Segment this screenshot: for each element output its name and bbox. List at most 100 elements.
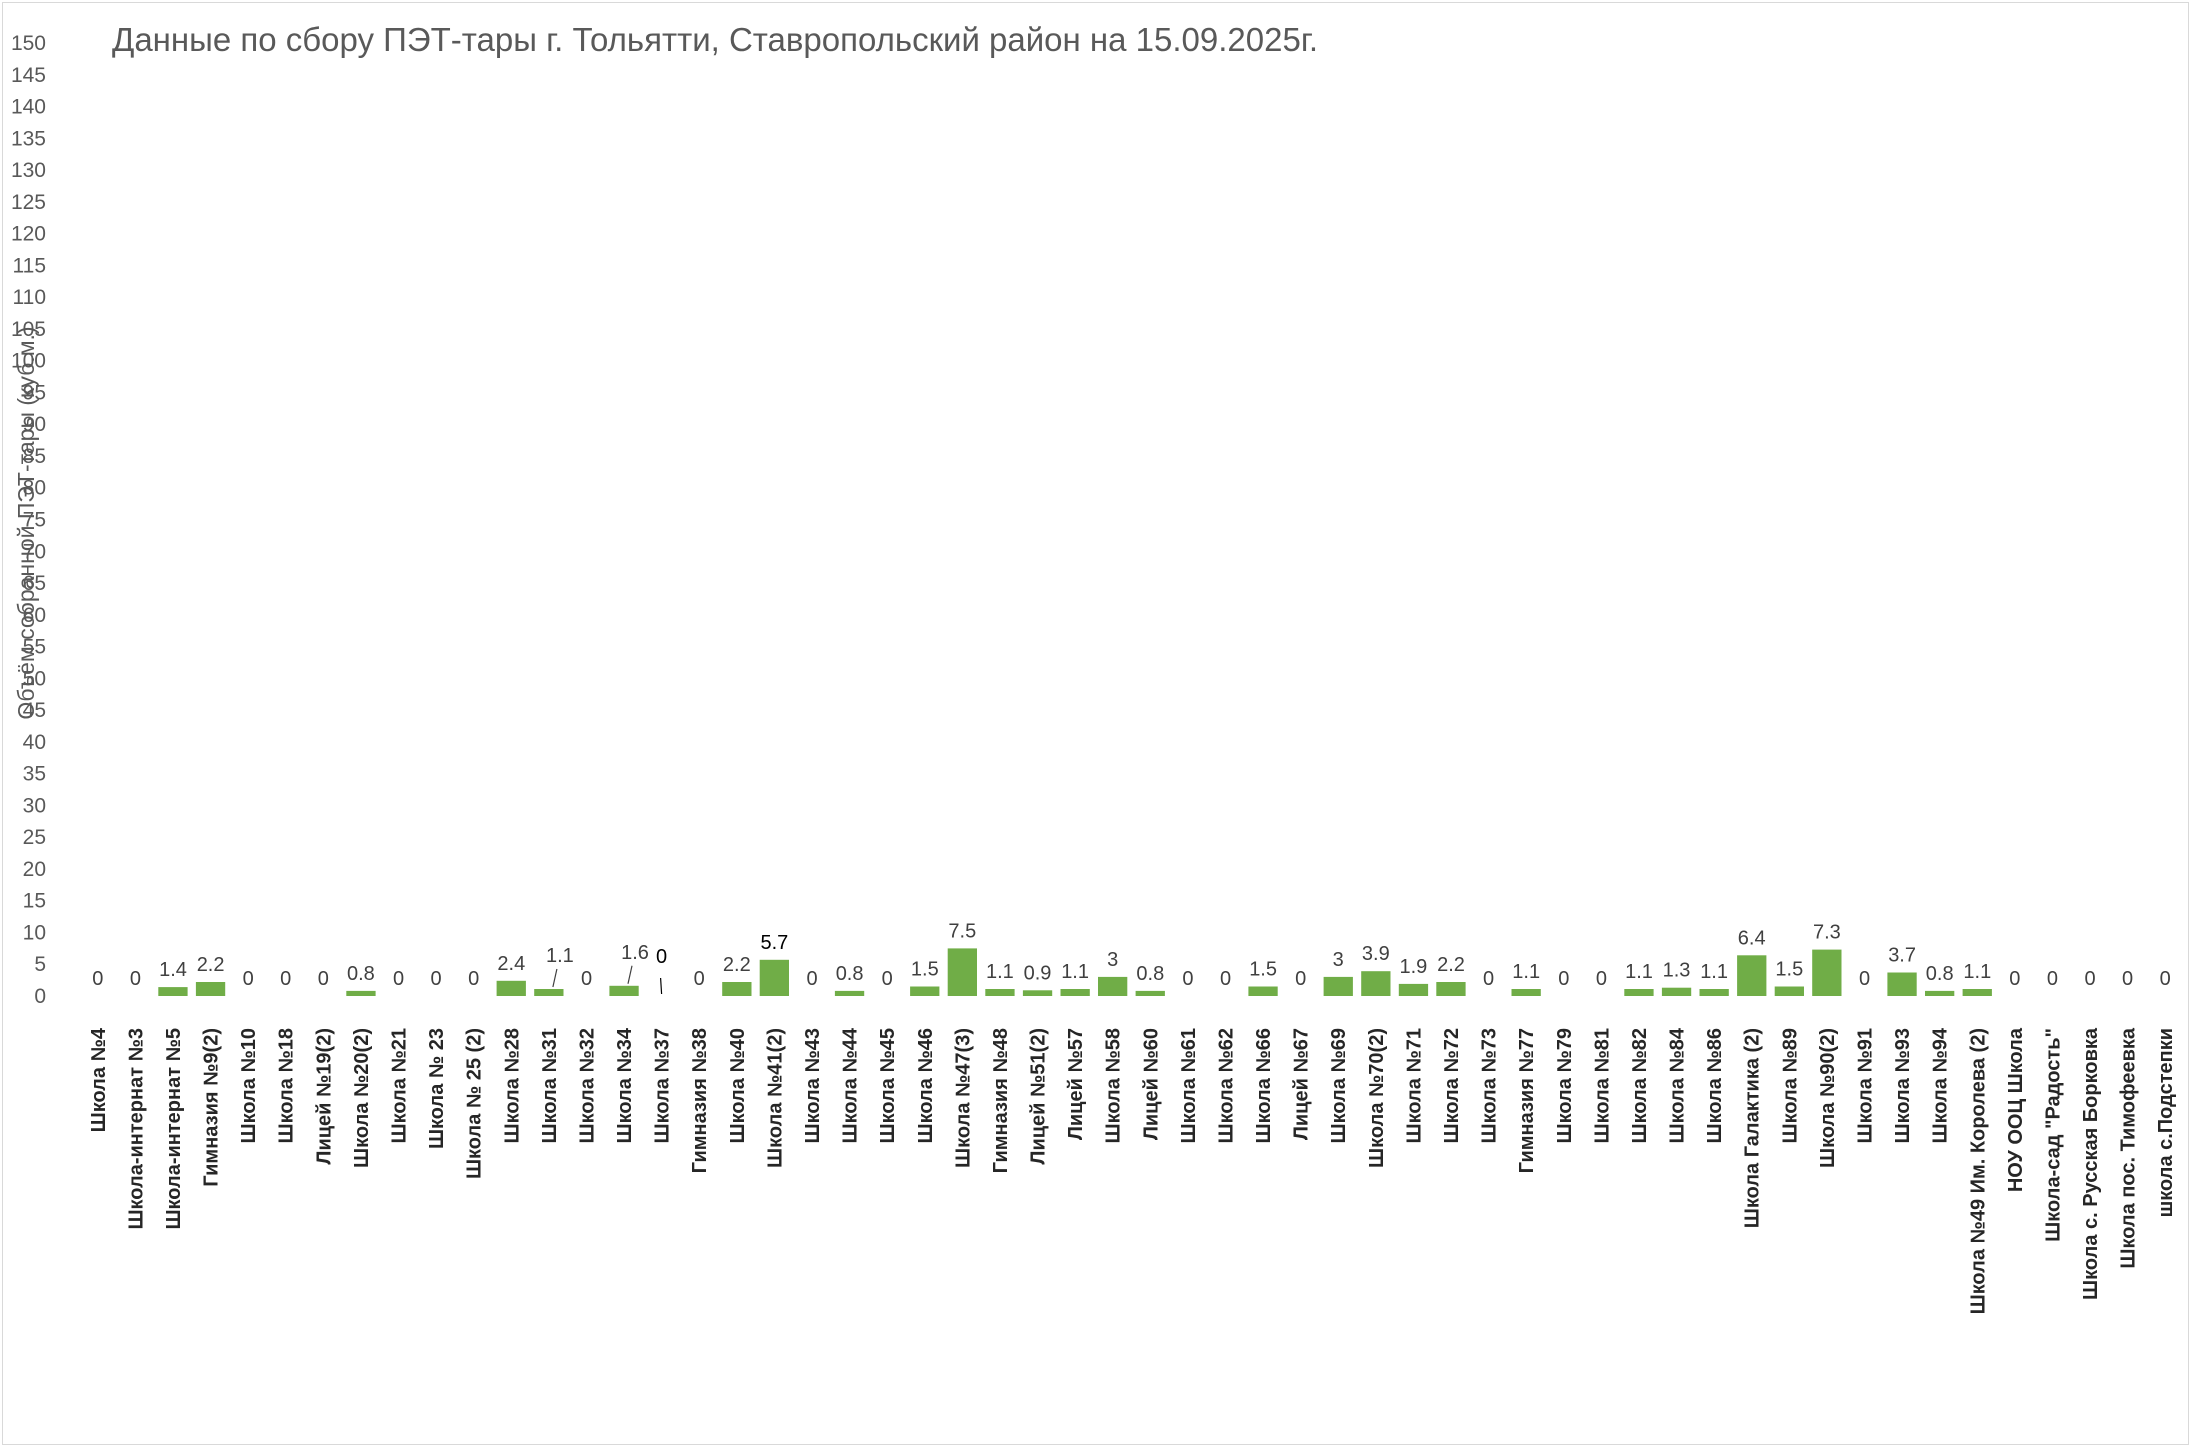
bar	[496, 980, 526, 996]
data-label: 1.1	[986, 961, 1014, 983]
x-category-label: Школа №94	[1930, 1027, 1952, 1143]
y-tick-label: 115	[13, 254, 46, 277]
x-category-label: Школа №72	[1441, 1028, 1463, 1144]
data-label: 0	[1220, 968, 1231, 990]
bar	[947, 948, 977, 996]
x-category-label: Школа №20(2)	[351, 1028, 373, 1168]
bar	[1925, 990, 1955, 996]
x-category-label: Школа №70(2)	[1366, 1028, 1388, 1168]
x-category-label: Школа №81	[1591, 1028, 1613, 1144]
y-axis-ticks: 0 5 10 15 20 25 30 35 40 45 50 55 60 65 70 75 80 85 90 95 10…	[11, 32, 46, 1008]
data-label: 0	[92, 968, 103, 990]
data-labels-group: 0 0 1.4 2.2 0 0 0 0.8 0 0 0 2.4 1.1 0 1.6 0 0 2.2 5.7 0 0.8 0…	[92, 920, 2171, 990]
bar	[195, 982, 226, 996]
x-category-label: Школа №82	[1629, 1028, 1651, 1144]
data-label: 2.2	[1437, 954, 1465, 976]
x-category-label: Лицей №57	[1065, 1028, 1087, 1140]
bar	[1248, 986, 1278, 996]
data-label: 0	[2122, 968, 2133, 990]
data-label: 3.7	[1888, 945, 1916, 967]
leader-line	[627, 965, 633, 984]
y-tick-label: 100	[11, 350, 46, 373]
y-tick-label: 135	[11, 127, 46, 150]
data-label: 1.6	[621, 942, 649, 964]
y-tick-label: 0	[34, 985, 46, 1008]
x-category-label: Школа №41(2)	[764, 1028, 786, 1168]
x-category-label: Гимназия №38	[689, 1028, 711, 1173]
data-label: 0	[431, 968, 442, 990]
x-category-label: Школа №71	[1403, 1028, 1425, 1144]
data-label: 3.9	[1362, 943, 1390, 965]
bar	[1022, 990, 1053, 996]
leader-line	[552, 968, 558, 988]
x-category-label: Лицей №51(2)	[1028, 1028, 1050, 1165]
bar	[910, 986, 940, 996]
y-tick-label: 145	[11, 64, 46, 87]
x-category-label: Школа №73	[1479, 1028, 1501, 1144]
x-category-label: Школа с. Русская Борковка	[2080, 1027, 2102, 1300]
y-tick-label: 125	[11, 191, 46, 214]
bar	[346, 990, 376, 996]
leader-line	[660, 977, 663, 995]
data-label: 2.2	[197, 954, 225, 976]
bar	[1812, 949, 1842, 996]
bar-chart: Данные по сбору ПЭТ-тары г. Тольятти, Ст…	[11, 21, 2177, 1314]
y-tick-label: 50	[23, 667, 46, 690]
x-category-label: Школа №28	[501, 1028, 523, 1144]
bar	[759, 959, 789, 996]
data-label: 7.3	[1813, 922, 1841, 944]
y-tick-label: 75	[23, 509, 46, 532]
x-category-label: Гимназия №9(2)	[201, 1028, 223, 1187]
x-category-label: школа с.Подстепки	[2155, 1028, 2177, 1217]
data-label: 1.9	[1399, 956, 1427, 978]
data-label: 0	[1483, 968, 1494, 990]
x-category-label: Гимназия №77	[1516, 1028, 1538, 1173]
bar	[985, 989, 1015, 996]
data-label: 6.4	[1738, 927, 1766, 949]
bar	[609, 985, 639, 996]
x-category-label: Школа №34	[614, 1027, 636, 1143]
data-label: 0	[130, 968, 141, 990]
x-category-label: Школа №43	[802, 1028, 824, 1144]
y-tick-label: 60	[23, 604, 46, 627]
x-category-label: Школа №89	[1779, 1028, 1801, 1144]
x-category-label: Школа № 25 (2)	[464, 1028, 486, 1179]
x-category-label: Школа-интернат №3	[125, 1028, 147, 1230]
x-category-label: Школа №66	[1253, 1028, 1275, 1144]
data-label: 0	[2047, 968, 2058, 990]
x-category-label: Школа №69	[1328, 1028, 1350, 1144]
data-label: 0	[280, 968, 291, 990]
data-label: 3	[1107, 949, 1118, 971]
y-tick-label: 140	[11, 96, 46, 119]
y-tick-label: 35	[23, 763, 46, 786]
data-label: 0	[656, 946, 667, 968]
x-category-label: Школа №4	[88, 1027, 110, 1132]
x-category-label: Школа №61	[1178, 1028, 1200, 1144]
x-category-label: Лицей №67	[1291, 1028, 1313, 1140]
x-category-label: Школа №31	[539, 1028, 561, 1144]
x-category-label: Школа №46	[915, 1028, 937, 1144]
data-label: 5.7	[760, 932, 788, 954]
bars-group	[158, 948, 1992, 996]
data-label: 0	[882, 968, 893, 990]
data-label: 0	[1558, 968, 1569, 990]
y-tick-label: 95	[23, 381, 46, 404]
data-label: 1.5	[1775, 959, 1803, 981]
data-label: 0	[581, 968, 592, 990]
bar	[1511, 989, 1541, 996]
x-category-label: Школа Галактика (2)	[1742, 1028, 1764, 1228]
x-category-label: Школа-интернат №5	[163, 1028, 185, 1230]
y-tick-label: 105	[11, 318, 46, 341]
data-label: 1.1	[1512, 961, 1540, 983]
bar	[1661, 987, 1692, 996]
data-label: 1.5	[1249, 959, 1277, 981]
bar	[534, 989, 564, 996]
data-label: 3	[1333, 949, 1344, 971]
x-category-label: Школа №45	[877, 1028, 899, 1144]
data-label: 0	[2009, 968, 2020, 990]
y-tick-label: 55	[23, 636, 46, 659]
bar	[1737, 955, 1767, 996]
y-tick-label: 10	[23, 921, 46, 944]
x-category-label: Школа №90(2)	[1817, 1028, 1839, 1168]
